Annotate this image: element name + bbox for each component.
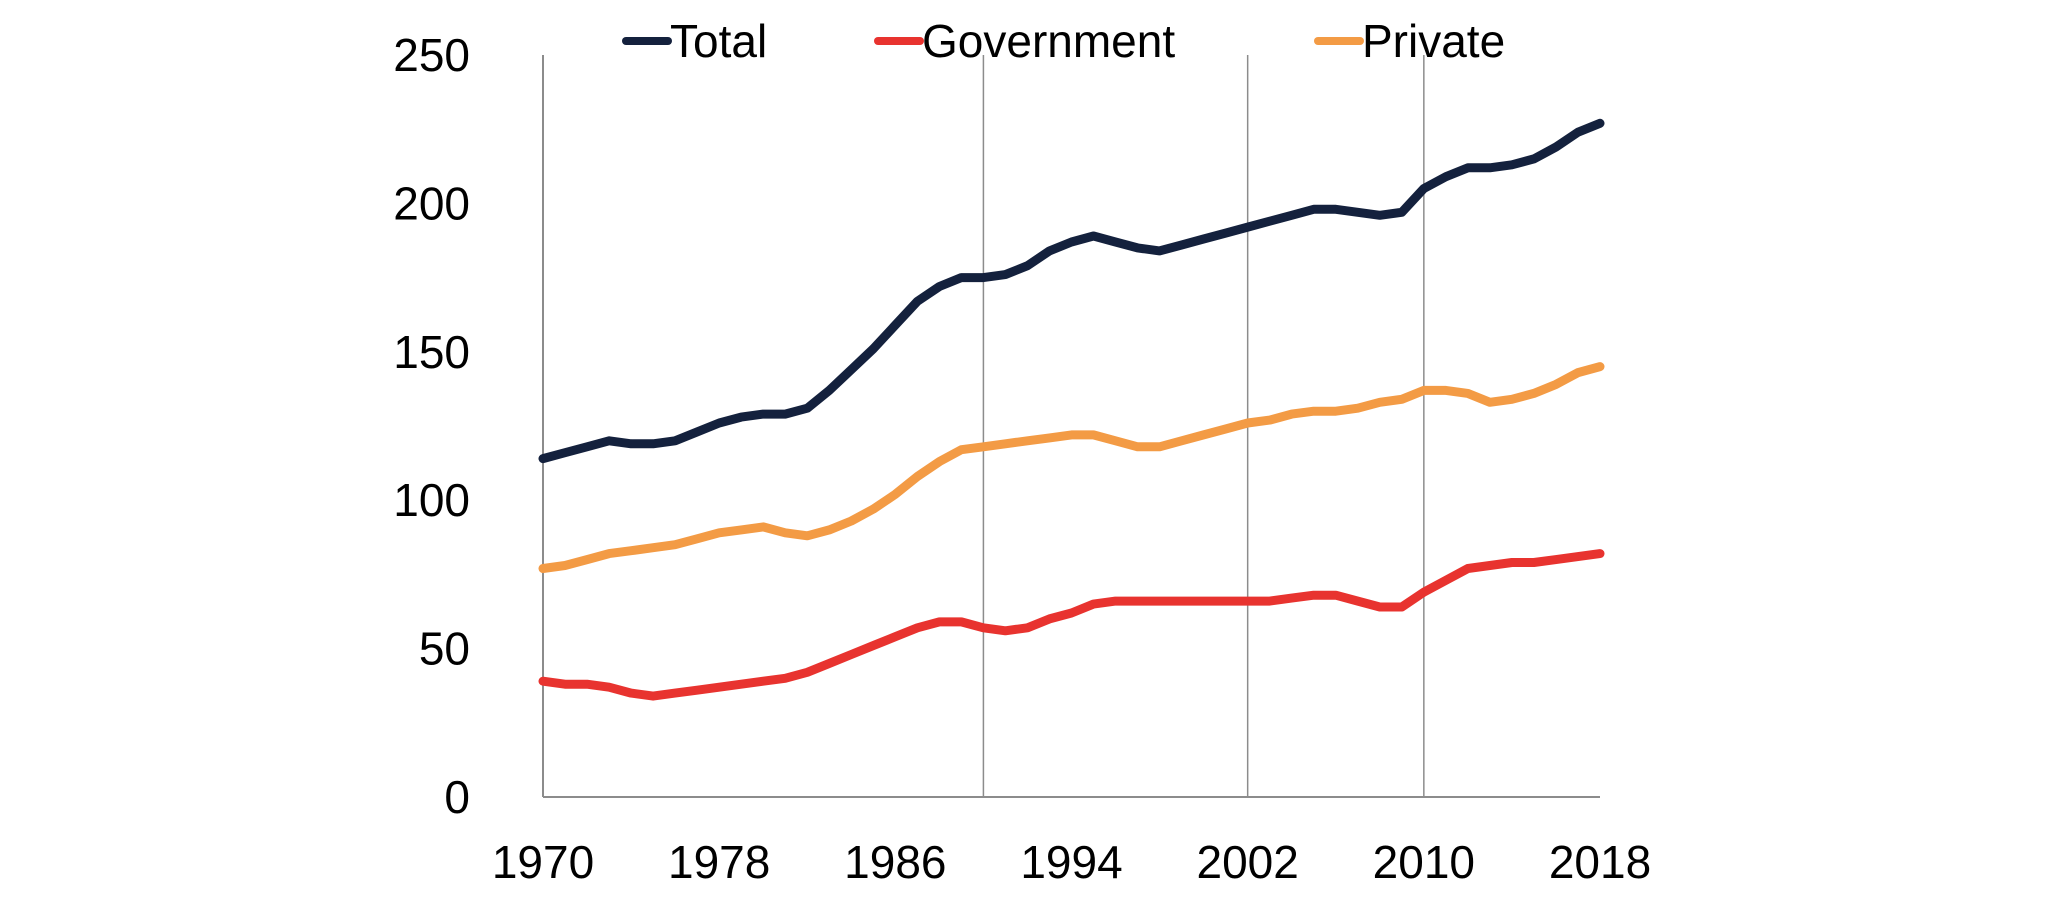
- legend: Total Government Private: [622, 15, 1505, 67]
- legend-label: Total: [670, 15, 767, 67]
- y-axis-tick-labels: 0 50 100 150 200 250: [393, 29, 470, 823]
- y-tick-label: 100: [393, 474, 470, 526]
- y-tick-label: 200: [393, 177, 470, 229]
- x-axis-tick-labels: 1970 1978 1986 1994 2002 2010 2018: [492, 836, 1651, 888]
- y-tick-label: 50: [419, 623, 470, 675]
- series-lines: [538, 118, 1605, 701]
- x-tick-label: 1978: [668, 836, 770, 888]
- y-tick-label: 250: [393, 29, 470, 81]
- legend-label: Government: [922, 15, 1175, 67]
- legend-item-private: Private: [1314, 15, 1505, 67]
- x-tick-label: 1970: [492, 836, 594, 888]
- x-tick-label: 2002: [1196, 836, 1298, 888]
- gridlines: [982, 55, 1425, 797]
- legend-item-government: Government: [874, 15, 1175, 67]
- series-line-private: [538, 362, 1605, 573]
- y-tick-label: 150: [393, 326, 470, 378]
- series-line-total: [538, 118, 1605, 464]
- x-tick-label: 1994: [1020, 836, 1122, 888]
- series-line-government: [538, 549, 1605, 701]
- axes: [542, 55, 1600, 798]
- y-tick-label: 0: [444, 771, 470, 823]
- x-tick-label: 1986: [844, 836, 946, 888]
- legend-label: Private: [1362, 15, 1505, 67]
- x-tick-label: 2018: [1549, 836, 1651, 888]
- legend-item-total: Total: [622, 15, 767, 67]
- x-tick-label: 2010: [1373, 836, 1475, 888]
